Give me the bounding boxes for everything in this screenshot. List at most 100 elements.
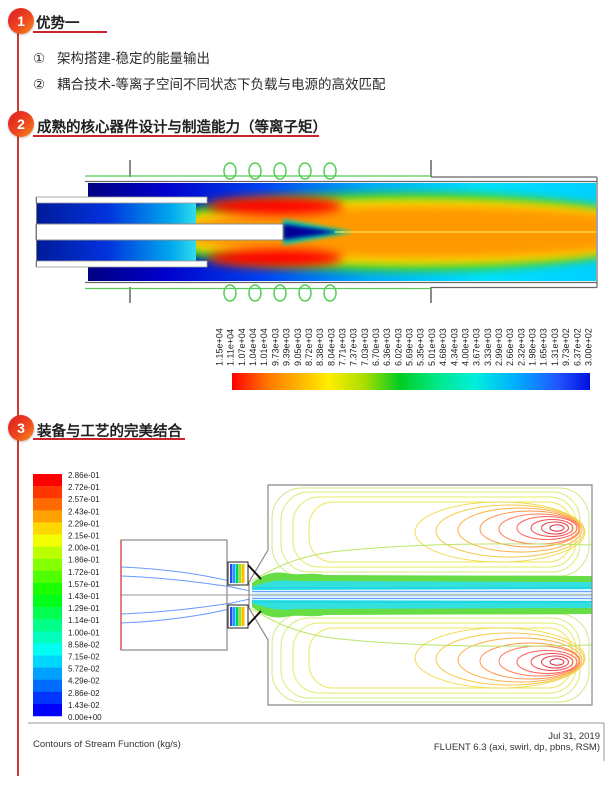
torch-scale-label: 6.37e+02 xyxy=(572,328,582,366)
coil-turn-icon xyxy=(323,284,337,302)
legend-color-segment xyxy=(33,619,62,632)
legend-label: 2.43e-01 xyxy=(68,507,100,516)
torch-scale-labels: 1.15e+04 1.11e+04 1.07e+04 1.04e+04 1.01e+04… xyxy=(215,328,594,366)
legend-label: 1.00e-01 xyxy=(68,628,100,637)
bullet-text: 耦合技术-等离子空间不同状态下负载与电源的高效匹配 xyxy=(57,77,386,92)
legend-color-segment xyxy=(33,498,62,511)
torch-scale-label: 1.04e+04 xyxy=(248,328,258,366)
stream-function-figure: 2.86e-01 2.72e-01 2.57e-01 2.43e-01 2.29e-01… xyxy=(0,455,611,785)
section-3-title: 装备与工艺的完美结合 xyxy=(37,424,182,440)
upper-gas-channel xyxy=(36,203,196,224)
torch-scale-label: 9.73e+02 xyxy=(561,328,571,366)
upper-recirculation-contours xyxy=(271,487,590,577)
torch-contour-svg: 1.15e+04 1.11e+04 1.07e+04 1.04e+04 1.01e+04… xyxy=(35,160,598,390)
legend-color-segment xyxy=(33,546,62,559)
vortex-contour xyxy=(308,501,573,563)
coil-turn-icon xyxy=(248,284,262,302)
legend-label: 1.72e-01 xyxy=(68,568,100,577)
legend-label: 8.58e-02 xyxy=(68,640,100,649)
legend-color-segment xyxy=(33,703,62,717)
vortex-contour xyxy=(549,524,565,532)
legend-label: 1.86e-01 xyxy=(68,556,100,565)
legend-label: 1.57e-01 xyxy=(68,580,100,589)
legend-color-segment xyxy=(33,595,62,608)
torch-scale-label: 1.31e+03 xyxy=(550,328,560,366)
vortex-contour xyxy=(516,650,578,674)
vortex-contour xyxy=(516,516,578,540)
bullet-marker: ② xyxy=(33,77,46,92)
section-1-badge: 1 xyxy=(8,8,34,34)
legend-label: 2.29e-01 xyxy=(68,519,100,528)
torch-scale-label: 6.36e+03 xyxy=(382,328,392,366)
torch-scale-label: 1.07e+04 xyxy=(237,328,247,366)
torch-scale-label: 8.38e+03 xyxy=(315,328,325,366)
section-2-badge: 2 xyxy=(8,111,34,137)
legend-label: 0.00e+00 xyxy=(68,713,102,722)
legend-label: 7.15e-02 xyxy=(68,653,100,662)
legend-label: 2.86e-01 xyxy=(68,471,100,480)
figure-caption: Contours of Stream Function (kg/s) xyxy=(33,739,181,750)
legend-label: 2.00e-01 xyxy=(68,544,100,553)
vortex-contour xyxy=(414,501,586,563)
induction-coil-icons xyxy=(223,162,337,302)
torch-scale-label: 7.03e+03 xyxy=(360,328,370,366)
vortex-contour xyxy=(292,496,577,568)
bullet-item: ② 耦合技术-等离子空间不同状态下负载与电源的高效匹配 xyxy=(33,72,386,98)
coil-turn-icon xyxy=(248,162,262,180)
coil-turn-icon xyxy=(323,162,337,180)
vortex-contour xyxy=(435,504,585,558)
torch-scale-label: 9.05e+03 xyxy=(293,328,303,366)
legend-color-segment xyxy=(33,643,62,656)
torch-scale-label: 2.66e+03 xyxy=(505,328,515,366)
legend-label: 1.43e-01 xyxy=(68,592,100,601)
torch-scale-label: 9.73e+03 xyxy=(270,328,280,366)
legend-color-segment xyxy=(33,522,62,535)
vortex-contour xyxy=(308,627,573,689)
legend-color-segment xyxy=(33,631,62,644)
vortex-contour xyxy=(541,521,569,535)
legend-label: 2.57e-01 xyxy=(68,495,100,504)
torch-scale-label: 8.72e+03 xyxy=(304,328,314,366)
coil-turn-icon xyxy=(223,162,237,180)
lower-gas-channel xyxy=(36,240,196,261)
legend-color-segment xyxy=(33,534,62,547)
torch-scale-label: 2.32e+03 xyxy=(516,328,526,366)
vortex-contour xyxy=(530,653,574,671)
torch-scale-label: 1.15e+04 xyxy=(215,328,225,366)
torch-scale-label: 9.39e+03 xyxy=(282,328,292,366)
coil-turn-icon xyxy=(273,162,287,180)
vortex-contour xyxy=(280,491,581,573)
legend-color-segment xyxy=(33,679,62,693)
coil-turn-icon xyxy=(298,284,312,302)
vortex-contour xyxy=(541,655,569,669)
coil-support-lines xyxy=(85,175,431,290)
torch-scale-label: 7.37e+03 xyxy=(349,328,359,366)
section-1-underline xyxy=(33,31,107,33)
legend-color-segment xyxy=(33,691,62,705)
section-2-underline xyxy=(33,135,319,137)
stream-legend: 2.86e-01 2.72e-01 2.57e-01 2.43e-01 2.29e-01… xyxy=(33,471,102,722)
torch-scale-label: 6.02e+03 xyxy=(393,328,403,366)
torch-scale-label: 5.01e+03 xyxy=(427,328,437,366)
main-chamber-outline xyxy=(248,484,593,706)
vortex-contour xyxy=(435,632,585,686)
torch-scale-label: 6.70e+03 xyxy=(371,328,381,366)
bullet-marker: ① xyxy=(33,51,46,66)
torch-scale-label: 5.69e+03 xyxy=(405,328,415,366)
legend-color-segment xyxy=(33,570,62,584)
vortex-contour xyxy=(479,642,581,680)
nozzle-swirler-top xyxy=(227,561,262,586)
legend-label: 4.29e-02 xyxy=(68,677,100,686)
legend-color-segment xyxy=(33,474,62,487)
torch-scale-label: 4.00e+03 xyxy=(460,328,470,366)
vortex-contour xyxy=(530,519,574,537)
legend-color-segment xyxy=(33,510,62,523)
section-1-title: 优势一 xyxy=(36,16,80,32)
torch-scale-label: 3.33e+03 xyxy=(483,328,493,366)
torch-scale-label: 3.00e+02 xyxy=(583,328,593,366)
coil-turn-icon xyxy=(223,284,237,302)
legend-color-segment xyxy=(33,655,62,668)
torch-scale-label: 7.71e+03 xyxy=(337,328,347,366)
vortex-contour xyxy=(271,487,590,577)
